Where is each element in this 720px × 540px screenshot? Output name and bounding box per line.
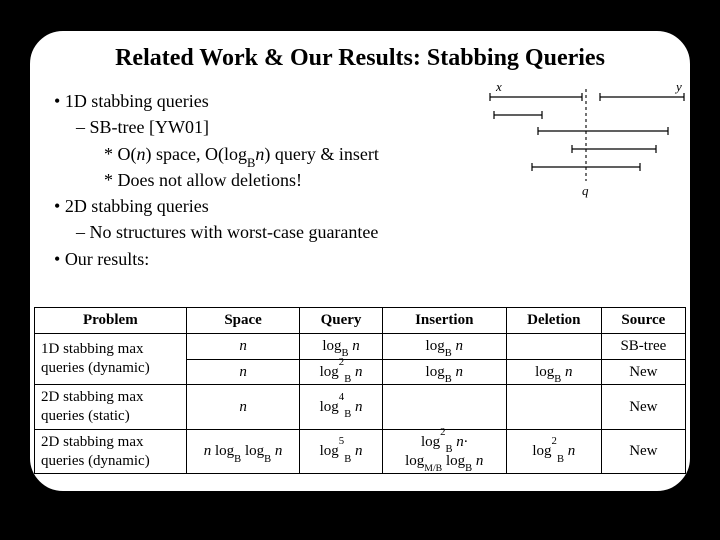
cell-space: n — [186, 385, 300, 430]
slide-frame: Related Work & Our Results: Stabbing Que… — [27, 28, 693, 494]
cell-space: n — [186, 359, 300, 385]
page-number: 6 — [681, 507, 690, 528]
bullet-results-text: Our results: — [65, 249, 150, 269]
results-table: Problem Space Query Insertion Deletion S… — [34, 307, 686, 474]
cell-label: 2D stabbing max queries (static) — [35, 385, 187, 430]
cell-deletion: logB n — [506, 359, 601, 385]
bullet-1d-text: 1D stabbing queries — [65, 91, 209, 111]
cell-query: log5B n — [300, 429, 382, 474]
th-insertion: Insertion — [382, 308, 506, 334]
table-row: 2D stabbing max queries (dynamic) n logB… — [35, 429, 686, 474]
bullet-nostruct: – No structures with worst-case guarante… — [76, 220, 666, 244]
table-row: 2D stabbing max queries (static) n log4B… — [35, 385, 686, 430]
cell-source: SB-tree — [601, 333, 685, 359]
bullet-nodelete-text: Does not allow deletions! — [118, 170, 302, 190]
cell-space: n — [186, 333, 300, 359]
slide-title: Related Work & Our Results: Stabbing Que… — [30, 45, 690, 72]
bullet-nostruct-text: No structures with worst-case guarantee — [90, 222, 379, 242]
fig-label-y: y — [674, 81, 682, 94]
bullet-results: • Our results: — [54, 247, 666, 271]
th-space: Space — [186, 308, 300, 334]
table-row: 1D stabbing max queries (dynamic) n logB… — [35, 333, 686, 359]
bullet-nodelete: * Does not allow deletions! — [104, 168, 666, 192]
cell-query: log2B n — [300, 359, 382, 385]
cell-insertion: logB n — [382, 359, 506, 385]
cell-insertion — [382, 385, 506, 430]
cell-space: n logB logB n — [186, 429, 300, 474]
cell-deletion — [506, 333, 601, 359]
cell-source: New — [601, 385, 685, 430]
bullet-2d-text: 2D stabbing queries — [65, 196, 209, 216]
th-query: Query — [300, 308, 382, 334]
th-deletion: Deletion — [506, 308, 601, 334]
bullet-2d: • 2D stabbing queries — [54, 194, 666, 218]
table-header-row: Problem Space Query Insertion Deletion S… — [35, 308, 686, 334]
cell-insertion: logB n — [382, 333, 506, 359]
cell-deletion: log2B n — [506, 429, 601, 474]
cell-label: 1D stabbing max queries (dynamic) — [35, 333, 187, 385]
results-table-wrap: Problem Space Query Insertion Deletion S… — [34, 307, 686, 474]
bullet-complex: * O(n) space, O(logBn) query & insert — [104, 142, 666, 166]
cell-source: New — [601, 429, 685, 474]
cell-label: 2D stabbing max queries (dynamic) — [35, 429, 187, 474]
th-source: Source — [601, 308, 685, 334]
cell-source: New — [601, 359, 685, 385]
cell-query: log4B n — [300, 385, 382, 430]
cell-deletion — [506, 385, 601, 430]
bullet-sbtree: – SB-tree [YW01] — [76, 115, 666, 139]
cell-insertion: log2B n· logM/B logB n — [382, 429, 506, 474]
bullet-sbtree-text: SB-tree [YW01] — [90, 117, 209, 137]
bullet-list: • 1D stabbing queries – SB-tree [YW01] *… — [54, 89, 666, 273]
th-problem: Problem — [35, 308, 187, 334]
bullet-1d: • 1D stabbing queries — [54, 89, 666, 113]
